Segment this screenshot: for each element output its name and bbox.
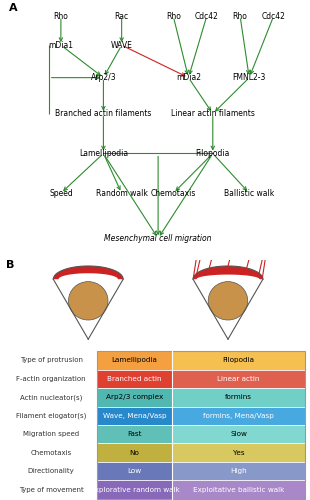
Text: formins: formins (225, 394, 252, 400)
Bar (97, 444, 172, 462)
Text: mDia2: mDia2 (176, 73, 201, 82)
Text: A: A (9, 2, 18, 12)
Polygon shape (193, 266, 263, 279)
Text: F-actin organization: F-actin organization (16, 376, 86, 382)
Text: Slow: Slow (230, 431, 247, 437)
Text: Arp2/3: Arp2/3 (91, 73, 116, 82)
Text: Rho: Rho (53, 12, 68, 20)
Text: Chemotaxis: Chemotaxis (151, 188, 196, 198)
Text: Speed: Speed (49, 188, 73, 198)
Text: Branched actin: Branched actin (107, 376, 162, 382)
Bar (172, 388, 305, 406)
Text: Rho: Rho (166, 12, 181, 20)
Text: Yes: Yes (233, 450, 244, 456)
Bar (97, 462, 172, 480)
Text: Low: Low (127, 468, 142, 474)
Bar (172, 370, 305, 388)
Bar (172, 425, 305, 444)
Text: Type of protrusion: Type of protrusion (20, 358, 83, 364)
Bar (172, 444, 305, 462)
Polygon shape (53, 266, 123, 279)
Text: Rho: Rho (233, 12, 248, 20)
Text: Filament elogator(s): Filament elogator(s) (16, 412, 86, 419)
Text: Type of movement: Type of movement (19, 486, 83, 492)
Text: B: B (6, 260, 15, 270)
Bar (97, 425, 172, 444)
Text: High: High (230, 468, 247, 474)
Bar (172, 462, 305, 480)
Text: Cdc42: Cdc42 (262, 12, 286, 20)
Text: Exploitative ballistic walk: Exploitative ballistic walk (193, 486, 284, 492)
Text: Linear actin filaments: Linear actin filaments (171, 110, 255, 118)
Text: Directionality: Directionality (28, 468, 74, 474)
Text: Filopodia: Filopodia (223, 358, 255, 364)
Text: mDia1: mDia1 (48, 40, 73, 50)
Text: Linear actin: Linear actin (217, 376, 260, 382)
Bar (97, 406, 172, 425)
Bar (97, 480, 172, 499)
Bar (97, 351, 172, 370)
Text: Actin nucleator(s): Actin nucleator(s) (20, 394, 82, 400)
Text: No: No (130, 450, 140, 456)
Bar (97, 388, 172, 406)
Bar (97, 370, 172, 388)
Text: WAVE: WAVE (111, 40, 133, 50)
Text: FMNL2-3: FMNL2-3 (232, 73, 266, 82)
Text: Mesenchymal cell migration: Mesenchymal cell migration (104, 234, 212, 243)
Text: Filopodia: Filopodia (196, 149, 230, 158)
Text: Random walk: Random walk (96, 188, 148, 198)
Text: Arp2/3 complex: Arp2/3 complex (106, 394, 163, 400)
Ellipse shape (208, 282, 248, 320)
Text: Chemotaxis: Chemotaxis (31, 450, 72, 456)
Text: Cdc42: Cdc42 (195, 12, 219, 20)
Bar (97, 351, 305, 499)
Text: Ballistic walk: Ballistic walk (224, 188, 274, 198)
Text: Fast: Fast (127, 431, 142, 437)
Text: Branched actin filaments: Branched actin filaments (55, 110, 152, 118)
Text: Rac: Rac (115, 12, 129, 20)
Text: Lamellipodia: Lamellipodia (112, 358, 157, 364)
Text: formins, Mena/Vasp: formins, Mena/Vasp (203, 413, 274, 419)
Bar (172, 351, 305, 370)
Text: Migration speed: Migration speed (23, 431, 79, 437)
Text: Lamellipodia: Lamellipodia (79, 149, 128, 158)
Text: Explorative random walk: Explorative random walk (90, 486, 179, 492)
Ellipse shape (69, 282, 108, 320)
Bar (172, 406, 305, 425)
Bar (172, 480, 305, 499)
Text: Wave, Mena/Vasp: Wave, Mena/Vasp (103, 413, 166, 419)
